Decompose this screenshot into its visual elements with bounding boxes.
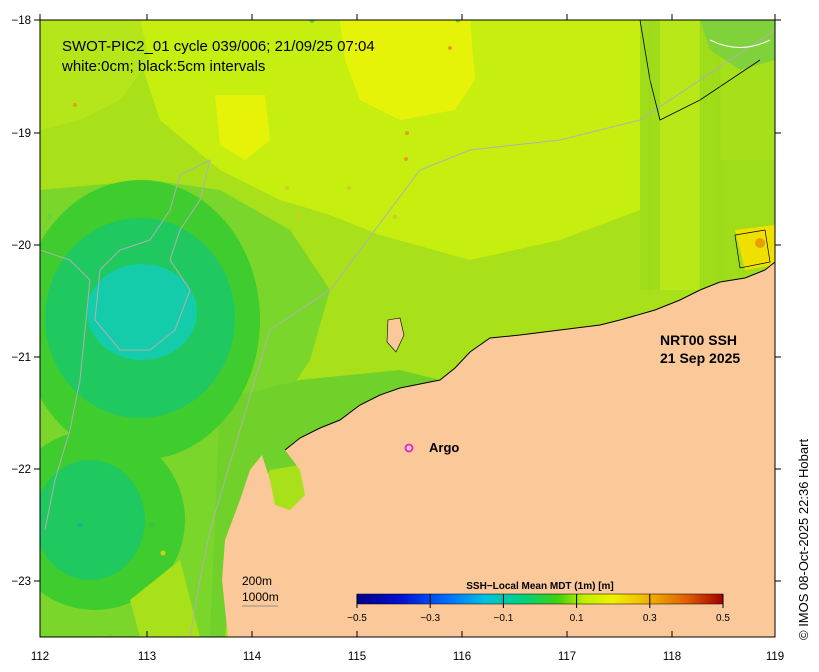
x-tick-label: 114 — [243, 651, 262, 663]
y-tick-label: −21 — [11, 352, 31, 364]
y-tick-label: −19 — [11, 128, 31, 140]
colorbar-tick-label: −0.3 — [420, 613, 440, 624]
y-tick-label: −23 — [11, 576, 31, 588]
colorbar-tick-label: 0.5 — [716, 613, 730, 624]
y-axis: −18 −19 −20 −21 −22 −23 — [11, 15, 781, 588]
x-tick-label: 119 — [766, 651, 784, 663]
argo-marker — [404, 443, 414, 453]
colorbar-tick-label: −0.5 — [347, 613, 367, 624]
depth-label-1000: 1000m — [242, 590, 279, 604]
x-tick-label: 115 — [348, 651, 366, 663]
product-label: NRT00 SSH — [660, 332, 737, 348]
y-tick-label: −18 — [11, 15, 31, 27]
colorbar-tick-label: 0.1 — [570, 613, 584, 624]
x-tick-label: 113 — [138, 651, 156, 663]
colorbar: SSH−Local Mean MDT (1m) [m] −0.5 −0.3 −0.1… — [347, 581, 730, 624]
map-title: SWOT-PIC2_01 cycle 039/006; 21/09/25 07:… — [62, 38, 375, 55]
x-tick-label: 117 — [558, 651, 576, 663]
copyright-text: © IMOS 08-Oct-2025 22:36 Hobart — [796, 439, 811, 640]
x-tick-label: 112 — [31, 651, 49, 663]
land-australia — [222, 262, 775, 637]
y-tick-label: −20 — [11, 240, 31, 252]
argo-label: Argo — [429, 440, 459, 455]
colorbar-title: SSH−Local Mean MDT (1m) [m] — [466, 581, 614, 592]
colorbar-tick-label: 0.3 — [643, 613, 657, 624]
ssh-field — [40, 20, 775, 637]
x-tick-label: 118 — [663, 651, 681, 663]
x-tick-label: 116 — [453, 651, 471, 663]
y-tick-label: −22 — [11, 464, 31, 476]
product-date: 21 Sep 2025 — [660, 350, 740, 366]
colorbar-tick-label: −0.1 — [494, 613, 514, 624]
contour-legend: white:0cm; black:5cm intervals — [61, 58, 265, 75]
x-axis: 112 113 114 115 116 117 118 119 — [31, 14, 784, 663]
depth-label-200: 200m — [242, 574, 272, 588]
observation-points — [47, 20, 461, 637]
